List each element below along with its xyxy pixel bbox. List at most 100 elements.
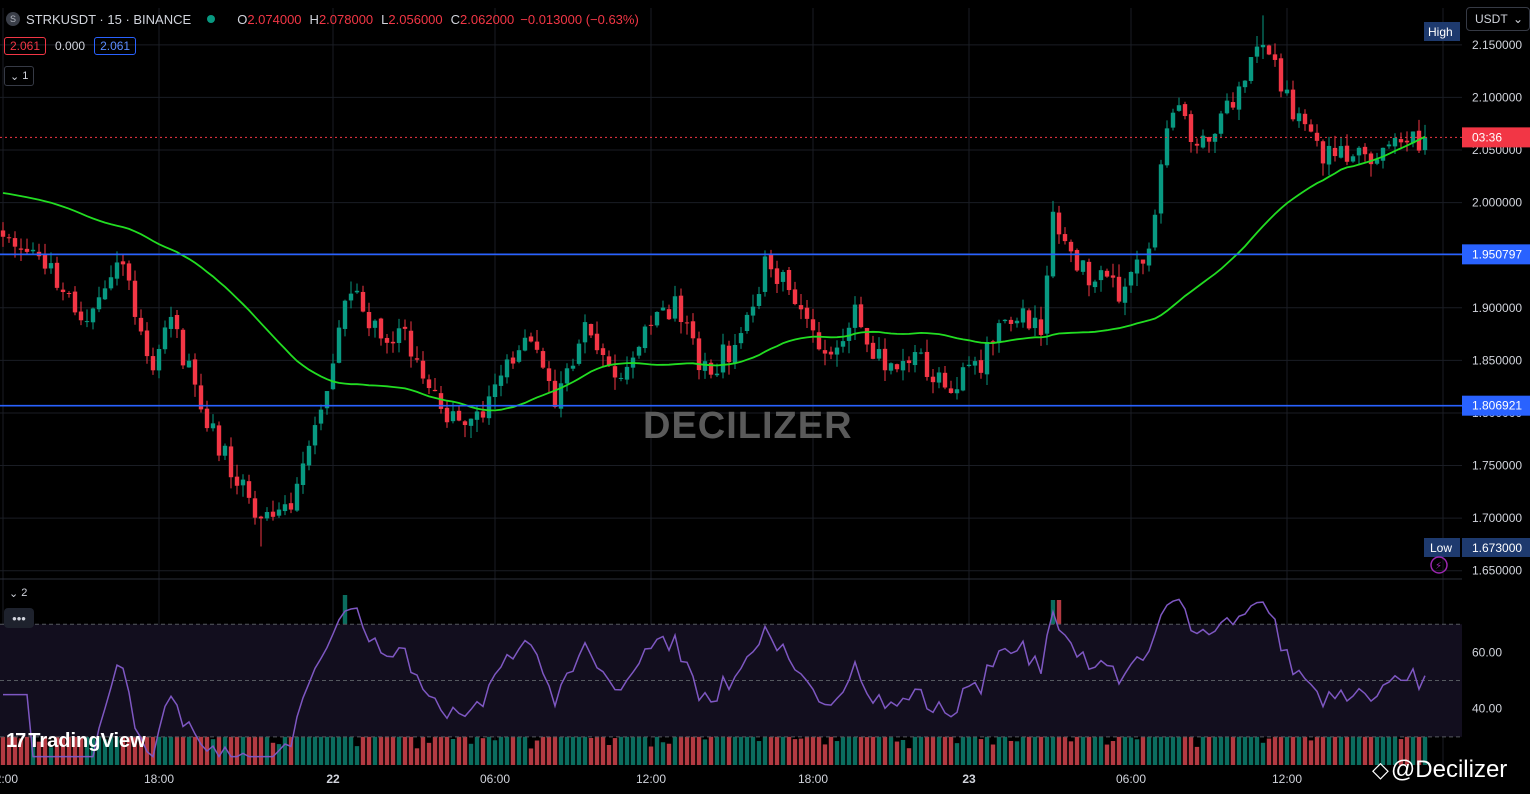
candle-body [888,363,894,371]
volume-bar [366,715,372,765]
price-axis[interactable]: 2.1500002.1000002.0500002.0000001.950000… [1424,0,1530,794]
volume-bar [1386,724,1392,765]
candle-body [762,256,768,292]
volume-bar [372,726,378,765]
volume-bar [936,736,942,765]
candle-body [1392,137,1398,147]
volume-bar [1224,723,1230,765]
volume-bar [990,744,996,765]
candle-body [1374,159,1380,164]
tradingview-logo[interactable]: 17 TradingView [6,730,146,753]
volume-bar [126,731,132,765]
candle-body [696,338,702,371]
candle-body [900,361,906,371]
volume-bar [930,724,936,765]
credit-watermark: ◇ @Decilizer [1372,756,1507,784]
chevron-down-icon: ⌄ [9,587,19,600]
candle-body [864,327,870,345]
time-label: 12:00 [0,772,18,786]
volume-bar [588,737,594,765]
candle-body [204,408,210,429]
sell-price-button[interactable]: 2.061 [4,37,47,55]
volume-bar [1260,742,1266,765]
symbol-title[interactable]: STRKUSDT · 15 · BINANCE [26,11,192,27]
volume-bar [1032,725,1038,765]
candle-body [318,409,324,424]
candle-body [1410,131,1416,144]
volume-bar [558,728,564,765]
volume-bar [1128,737,1134,765]
candle-body [948,388,954,394]
horizontal-levels[interactable] [0,136,1462,407]
candle-body [882,348,888,371]
candle-body [1272,54,1278,60]
volume-bar [120,732,126,765]
volume-bar [648,746,654,765]
candle-body [456,410,462,421]
candle-body [54,262,60,288]
volume-bar [780,719,786,765]
price-tick-label: 1.700000 [1472,511,1522,525]
candle-body [156,348,162,371]
volume-bar [288,736,294,765]
candle-body [1356,147,1362,156]
candle-body [330,363,336,390]
candle-body [1308,124,1314,132]
volume-bar [222,722,228,765]
symbol-header: S STRKUSDT · 15 · BINANCE O 2.074000 H 2.0… [0,6,639,32]
level-2-tag: 1.806921 [1472,399,1522,413]
volume-bar [534,740,540,765]
candle-body [282,504,288,512]
candle-body [1050,211,1056,277]
lower-pane-collapse-button[interactable]: ⌄ 2 [4,584,33,602]
lightning-icon [1430,556,1448,574]
volume-bar [1206,726,1212,765]
candle-body [276,509,282,516]
candle-body [30,249,36,252]
volume-bar [84,736,90,765]
volume-bar [30,725,36,765]
volume-bar [1038,727,1044,765]
main-pane-collapse-button[interactable]: ⌄ 1 [4,66,35,86]
buy-price-button[interactable]: 2.061 [94,37,137,55]
price-tick-label: 2.100000 [1472,90,1522,104]
candle-body [1260,44,1266,48]
rsi-tick-label: 60.00 [1472,645,1502,659]
volume-bar [240,720,246,765]
candle-body [24,248,30,252]
open-value: 2.074000 [247,11,302,27]
candle-body [846,327,852,341]
candle-body [48,263,54,269]
candle-body [222,445,228,456]
volume-bar [894,741,900,765]
volume-bar [624,716,630,765]
currency-dropdown[interactable]: USDT ⌄ [1466,7,1530,31]
volume-bar [1194,746,1200,765]
volume-bar [1104,744,1110,765]
volume-bar [114,736,120,765]
candle-body [852,304,858,328]
volume-bar [378,717,384,765]
volume-bar [324,724,330,765]
candle-body [402,326,408,329]
volume-bar [1176,723,1182,765]
ellipsis-icon[interactable]: ••• [4,608,34,628]
candle-body [1140,259,1146,264]
candle-body [1218,113,1224,134]
candle-body [1386,144,1392,147]
volume-bar [474,723,480,765]
candle-body [132,280,138,317]
level-1-tag: 1.950797 [1472,247,1522,261]
candle-body [252,498,258,518]
candle-body [1344,145,1350,162]
candle-body [264,512,270,519]
price-tick-label: 1.900000 [1472,301,1522,315]
candle-body [924,351,930,377]
volume-bar [192,722,198,765]
candle-body [1362,146,1368,155]
candle-body [1020,308,1026,323]
time-axis[interactable]: 12:00 18:00 22 06:00 12:00 18:00 23 06:00 12:00 [0,772,1302,786]
market-open-indicator [207,15,216,23]
